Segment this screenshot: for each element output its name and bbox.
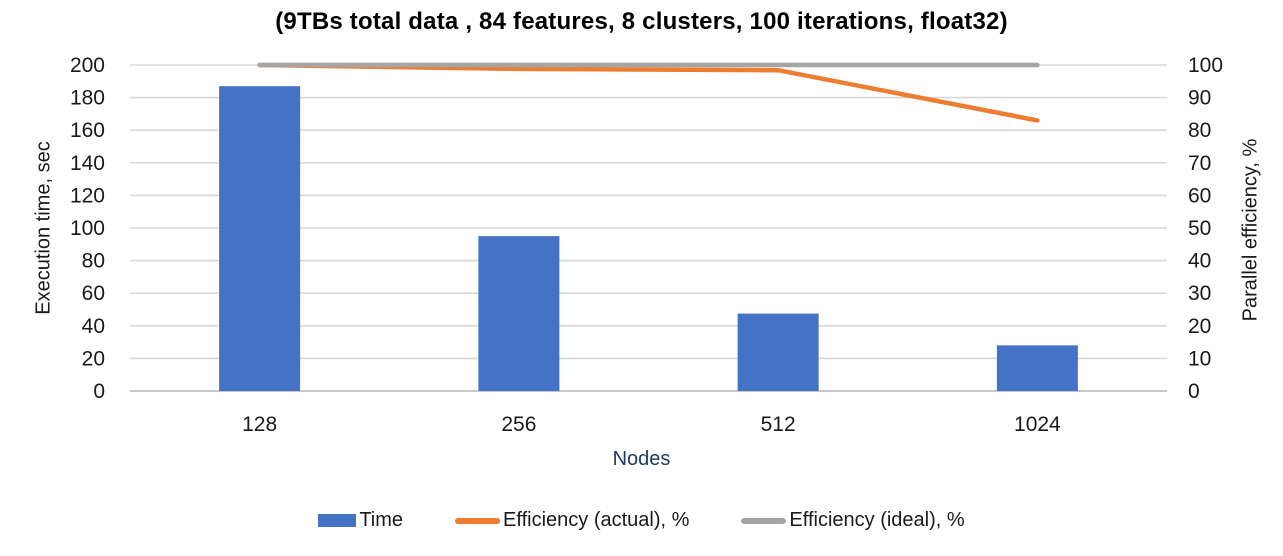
left-axis-tick-label: 180: [70, 87, 105, 110]
x-axis-tick-label: 128: [242, 413, 277, 436]
right-axis-tick-label: 100: [1188, 54, 1223, 77]
efficiency-ideal-swatch-icon: [741, 517, 787, 524]
left-axis-tick-label: 0: [93, 380, 105, 403]
right-axis-tick-label: 80: [1188, 119, 1211, 142]
right-axis-tick-label: 60: [1188, 184, 1211, 207]
x-axis-tick-label: 1024: [1014, 413, 1061, 436]
left-axis-tick-label: 20: [82, 347, 105, 370]
left-axis-tick-label: 60: [82, 282, 105, 305]
x-axis-tick-label: 512: [761, 413, 796, 436]
time-bar: [737, 313, 819, 391]
right-axis-tick-label: 90: [1188, 87, 1211, 110]
left-axis-tick-label: 100: [70, 217, 105, 240]
right-axis-tick-label: 0: [1188, 380, 1200, 403]
chart-title: (9TBs total data , 84 features, 8 cluste…: [275, 8, 1008, 35]
right-axis-tick-label: 10: [1188, 347, 1211, 370]
time-series-swatch-icon: [318, 514, 357, 527]
left-axis-tick-label: 140: [70, 152, 105, 175]
x-axis-title: Nodes: [612, 448, 671, 470]
legend-label-time: Time: [359, 509, 404, 531]
legend-label-efficiency-ideal: Efficiency (ideal), %: [789, 509, 965, 531]
left-axis-title: Execution time, sec: [32, 141, 55, 315]
right-axis-tick-label: 40: [1188, 250, 1211, 273]
right-axis-tick-label: 30: [1188, 282, 1211, 305]
time-bar: [996, 345, 1078, 391]
left-axis-tick-label: 80: [82, 250, 105, 273]
efficiency-actual-swatch-icon: [455, 517, 501, 524]
right-axis-tick-label: 70: [1188, 152, 1211, 175]
x-axis-tick-label: 256: [501, 413, 536, 436]
time-bar: [219, 86, 301, 391]
legend-item-time: Time: [318, 509, 403, 532]
time-bar: [478, 236, 560, 391]
right-axis-title: Parallel efficiency, %: [1239, 138, 1262, 322]
right-axis-tick-label: 50: [1188, 217, 1211, 240]
left-axis-tick-label: 120: [70, 184, 105, 207]
efficiency-actual-line: [257, 62, 1040, 123]
left-axis-tick-label: 200: [70, 54, 105, 77]
legend-item-efficiency-actual: Efficiency (actual), %: [455, 509, 689, 532]
legend-item-efficiency-ideal: Efficiency (ideal), %: [741, 509, 965, 532]
legend: Time Efficiency (actual), % Efficiency (…: [0, 509, 1283, 532]
left-axis-tick-label: 40: [82, 315, 105, 338]
right-axis-tick-label: 20: [1188, 315, 1211, 338]
legend-label-efficiency-actual: Efficiency (actual), %: [503, 509, 690, 531]
left-axis-tick-label: 160: [70, 119, 105, 142]
